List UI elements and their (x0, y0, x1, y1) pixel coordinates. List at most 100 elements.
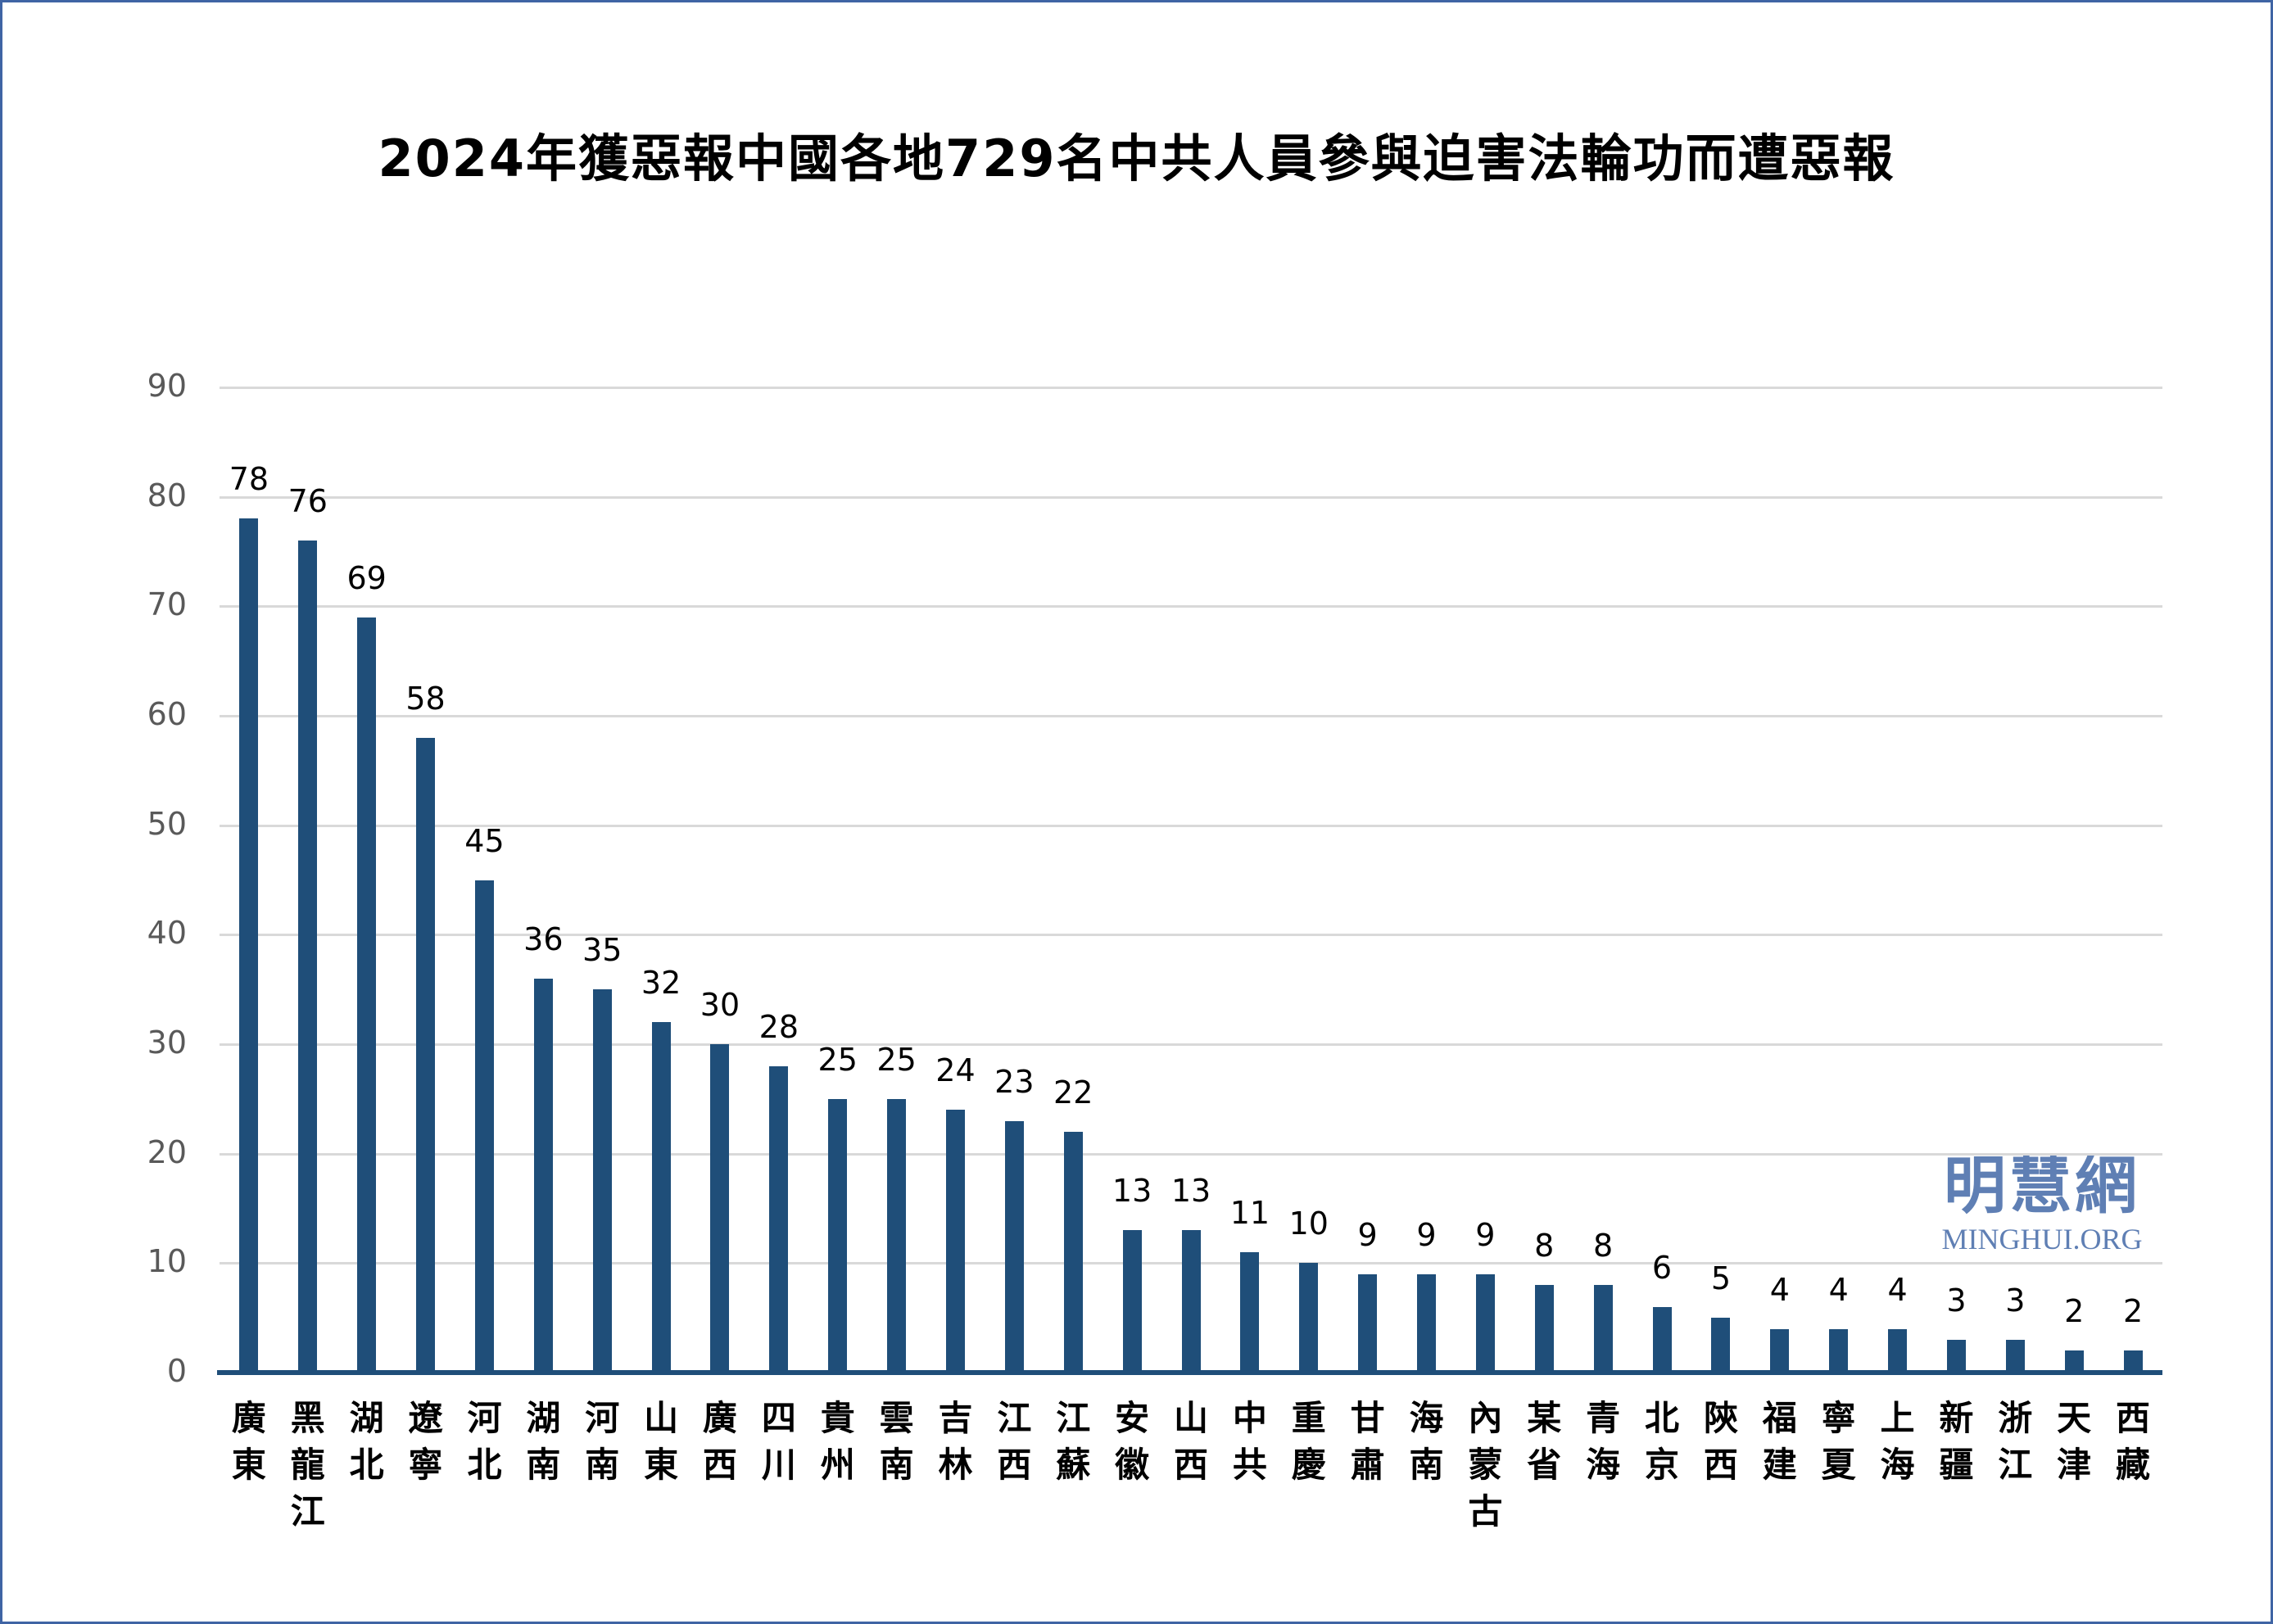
bar (769, 1065, 789, 1373)
x-category-label: 廣東 (231, 1398, 266, 1485)
x-category-label: 貴州 (820, 1398, 855, 1485)
bar-value-label: 10 (1288, 1206, 1329, 1242)
minghui-logo: 明慧網 MINGHUI.ORG (1915, 1149, 2169, 1255)
bar (1829, 1328, 1849, 1373)
bar-value-label: 25 (817, 1041, 858, 1078)
x-category-label: 四川 (761, 1398, 796, 1485)
bar (945, 1110, 965, 1373)
logo-english-text: MINGHUI.ORG (1941, 1223, 2143, 1255)
x-category-label: 某省 (1527, 1398, 1562, 1485)
x-category-label: 上海 (1880, 1398, 1915, 1485)
y-tick-label: 20 (147, 1133, 187, 1170)
y-tick-label: 90 (147, 368, 187, 404)
bar-value-label: 9 (1475, 1216, 1496, 1253)
x-category-label: 湖北 (349, 1398, 384, 1485)
bar-value-label: 5 (1710, 1260, 1731, 1297)
x-category-label: 中共 (1232, 1398, 1267, 1485)
x-category-label: 河南 (585, 1398, 620, 1485)
bar-value-label: 45 (464, 822, 505, 859)
x-category-label: 寧夏 (1821, 1398, 1856, 1485)
bar (1358, 1273, 1378, 1373)
bar-value-label: 24 (935, 1052, 976, 1089)
bar-value-label: 3 (1946, 1282, 1967, 1319)
bar (1063, 1131, 1083, 1373)
bar (474, 880, 494, 1373)
x-category-label: 西藏 (2116, 1398, 2151, 1485)
x-category-label: 黑龍江 (290, 1398, 325, 1531)
bar-value-label: 2 (2064, 1293, 2085, 1330)
bar (1946, 1339, 1966, 1373)
bar-value-label: 2 (2122, 1293, 2144, 1330)
bar-value-label: 13 (1170, 1173, 1211, 1210)
bar-value-label: 78 (229, 461, 269, 498)
bar-value-label: 11 (1229, 1194, 1270, 1231)
x-category-label: 江西 (997, 1398, 1032, 1485)
x-category-label: 重慶 (1291, 1398, 1326, 1485)
bar-value-label: 36 (523, 921, 564, 957)
y-tick-label: 70 (147, 586, 187, 623)
x-category-label: 青海 (1586, 1398, 1621, 1485)
bar-value-label: 6 (1651, 1249, 1673, 1286)
gridline (220, 1043, 2162, 1046)
bar (1652, 1306, 1672, 1373)
bar-value-label: 23 (994, 1063, 1035, 1100)
x-category-label: 吉林 (938, 1398, 973, 1485)
bar (1004, 1120, 1024, 1373)
bar-value-label: 9 (1416, 1216, 1437, 1253)
bar-value-label: 4 (1887, 1271, 1908, 1308)
bar (298, 541, 318, 1373)
bar (1181, 1230, 1201, 1373)
bar-value-label: 3 (2005, 1282, 2026, 1319)
x-category-label: 雲南 (879, 1398, 914, 1485)
bar-value-label: 58 (405, 680, 446, 717)
bar (2123, 1350, 2143, 1373)
x-category-label: 海南 (1409, 1398, 1444, 1485)
bar (2064, 1350, 2084, 1373)
bar-value-label: 13 (1112, 1173, 1152, 1210)
x-category-label: 江蘇 (1056, 1398, 1091, 1485)
bar-value-label: 28 (758, 1008, 799, 1045)
chart-title: 2024年獲惡報中國各地729名中共人員參與迫害法輪功而遭惡報 (378, 129, 1895, 188)
x-category-label: 北京 (1645, 1398, 1680, 1485)
bar-value-label: 4 (1769, 1271, 1790, 1308)
bar (710, 1044, 730, 1373)
bar (1417, 1273, 1436, 1373)
bar-value-label: 30 (700, 987, 740, 1023)
gridline (220, 387, 2162, 389)
bar-value-label: 32 (641, 965, 681, 1002)
x-category-label: 山西 (1173, 1398, 1208, 1485)
bar-value-label: 69 (346, 559, 387, 596)
x-category-label: 湖南 (526, 1398, 561, 1485)
x-category-label: 遼寧 (408, 1398, 443, 1485)
bar (1593, 1285, 1613, 1373)
bar-value-label: 9 (1357, 1216, 1378, 1253)
gridline (220, 495, 2162, 499)
y-tick-label: 0 (166, 1353, 187, 1389)
y-tick-label: 80 (147, 477, 187, 513)
bar (1122, 1230, 1142, 1373)
y-tick-label: 40 (147, 915, 187, 952)
x-category-label: 陝西 (1703, 1398, 1738, 1485)
bar-value-label: 22 (1053, 1074, 1093, 1111)
y-tick-label: 60 (147, 696, 187, 732)
bar (533, 978, 553, 1373)
bar (416, 737, 436, 1373)
bar (1299, 1263, 1319, 1373)
x-category-label: 甘肅 (1350, 1398, 1385, 1485)
bar-value-label: 8 (1534, 1228, 1555, 1264)
x-category-label: 福建 (1762, 1398, 1797, 1485)
y-tick-label: 50 (147, 805, 187, 842)
bar (1770, 1328, 1790, 1373)
x-category-label: 天津 (2057, 1398, 2092, 1485)
x-category-label: 安徽 (1115, 1398, 1150, 1485)
bar (1475, 1273, 1495, 1373)
logo-chinese-text: 明慧網 (1944, 1149, 2140, 1222)
bar-value-label: 4 (1828, 1271, 1849, 1308)
bar (828, 1098, 848, 1373)
bar-value-label: 76 (288, 483, 328, 520)
bar (651, 1022, 671, 1373)
x-category-label: 河北 (467, 1398, 502, 1485)
bar (1888, 1328, 1908, 1373)
x-axis-line (217, 1370, 2162, 1375)
